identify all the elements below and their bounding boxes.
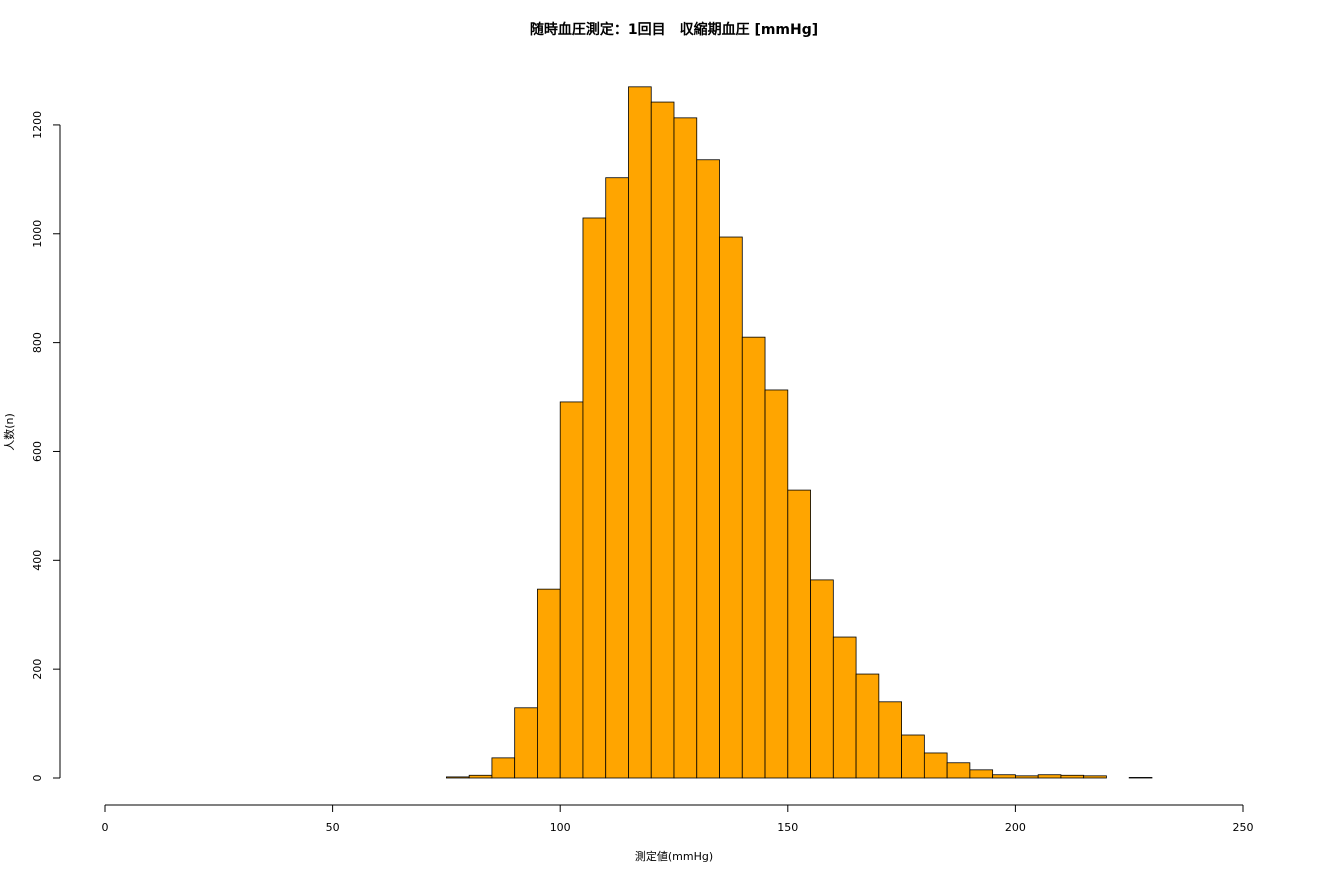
bar: [1037, 774, 1062, 779]
bar: [696, 159, 720, 779]
bar: [605, 177, 629, 779]
x-tick-label: 200: [1005, 821, 1026, 834]
bar: [445, 776, 470, 779]
bar: [537, 588, 561, 779]
x-tick-label: 100: [550, 821, 571, 834]
y-axis-label: 人数(n): [3, 413, 16, 451]
x-axis-label: 測定値(mmHg): [635, 849, 713, 863]
x-tick-label: 150: [777, 821, 798, 834]
y-tick-label: 1000: [31, 220, 44, 248]
x-tick-label: 250: [1233, 821, 1254, 834]
y-tick-label: 800: [31, 332, 44, 353]
bar: [741, 336, 766, 779]
x-tick-label: 50: [326, 821, 340, 834]
bar: [468, 774, 493, 779]
chart-title: 随時血圧測定：1回目 収縮期血圧 [mmHg]: [530, 21, 818, 38]
bar: [787, 489, 811, 779]
bar: [832, 636, 857, 779]
bar: [559, 401, 584, 779]
y-tick-label: 400: [31, 550, 44, 571]
bar: [1128, 777, 1153, 779]
bar: [946, 762, 971, 779]
bar: [1083, 775, 1107, 779]
bar: [514, 707, 538, 779]
bar: [855, 673, 880, 779]
bar: [969, 769, 994, 779]
y-tick-label: 200: [31, 659, 44, 680]
bar: [1015, 775, 1039, 779]
bar: [923, 752, 948, 779]
y-tick-label: 600: [31, 441, 44, 462]
bar: [901, 734, 925, 779]
x-tick-label: 0: [102, 821, 109, 834]
bar: [628, 86, 652, 779]
y-tick-label: 0: [31, 775, 44, 782]
y-tick-label: 1200: [31, 111, 44, 139]
bar: [992, 774, 1016, 779]
bar: [673, 117, 698, 779]
bar: [582, 217, 607, 779]
bar: [810, 579, 834, 779]
bar: [764, 389, 789, 779]
bar: [878, 701, 903, 779]
bar: [719, 236, 743, 779]
bar: [650, 101, 675, 779]
bar: [491, 757, 516, 779]
bar: [1060, 774, 1085, 779]
